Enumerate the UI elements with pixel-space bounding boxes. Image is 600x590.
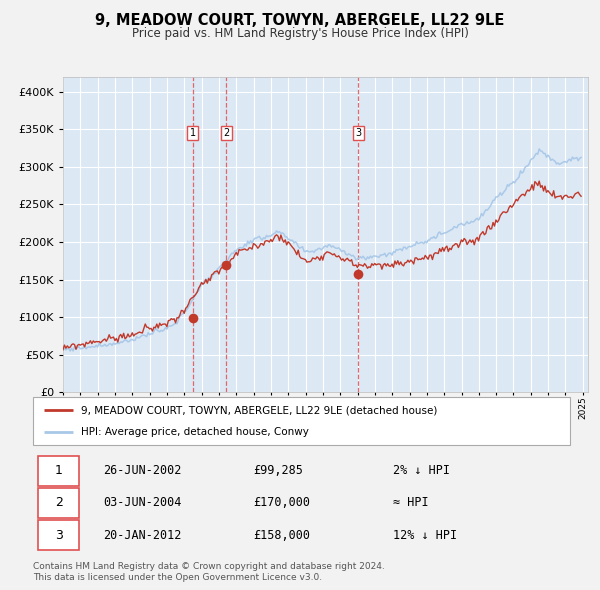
Text: 20-JAN-2012: 20-JAN-2012 — [103, 529, 181, 542]
Text: 1: 1 — [190, 128, 196, 138]
Text: £99,285: £99,285 — [253, 464, 303, 477]
Text: 9, MEADOW COURT, TOWYN, ABERGELE, LL22 9LE (detached house): 9, MEADOW COURT, TOWYN, ABERGELE, LL22 9… — [82, 405, 438, 415]
Text: £158,000: £158,000 — [253, 529, 310, 542]
Text: 2: 2 — [55, 496, 63, 509]
Text: HPI: Average price, detached house, Conwy: HPI: Average price, detached house, Conw… — [82, 427, 309, 437]
FancyBboxPatch shape — [38, 520, 79, 550]
Text: 2% ↓ HPI: 2% ↓ HPI — [393, 464, 450, 477]
Text: 03-JUN-2004: 03-JUN-2004 — [103, 496, 181, 509]
FancyBboxPatch shape — [38, 488, 79, 518]
Text: 3: 3 — [55, 529, 63, 542]
Text: 26-JUN-2002: 26-JUN-2002 — [103, 464, 181, 477]
Text: Price paid vs. HM Land Registry's House Price Index (HPI): Price paid vs. HM Land Registry's House … — [131, 27, 469, 40]
Text: 1: 1 — [55, 464, 63, 477]
Text: ≈ HPI: ≈ HPI — [393, 496, 428, 509]
FancyBboxPatch shape — [33, 397, 570, 445]
Text: £170,000: £170,000 — [253, 496, 310, 509]
Text: 3: 3 — [355, 128, 361, 138]
Text: 12% ↓ HPI: 12% ↓ HPI — [393, 529, 457, 542]
Text: 9, MEADOW COURT, TOWYN, ABERGELE, LL22 9LE: 9, MEADOW COURT, TOWYN, ABERGELE, LL22 9… — [95, 13, 505, 28]
Text: Contains HM Land Registry data © Crown copyright and database right 2024.: Contains HM Land Registry data © Crown c… — [33, 562, 385, 571]
FancyBboxPatch shape — [38, 455, 79, 486]
Text: This data is licensed under the Open Government Licence v3.0.: This data is licensed under the Open Gov… — [33, 573, 322, 582]
Text: 2: 2 — [223, 128, 229, 138]
